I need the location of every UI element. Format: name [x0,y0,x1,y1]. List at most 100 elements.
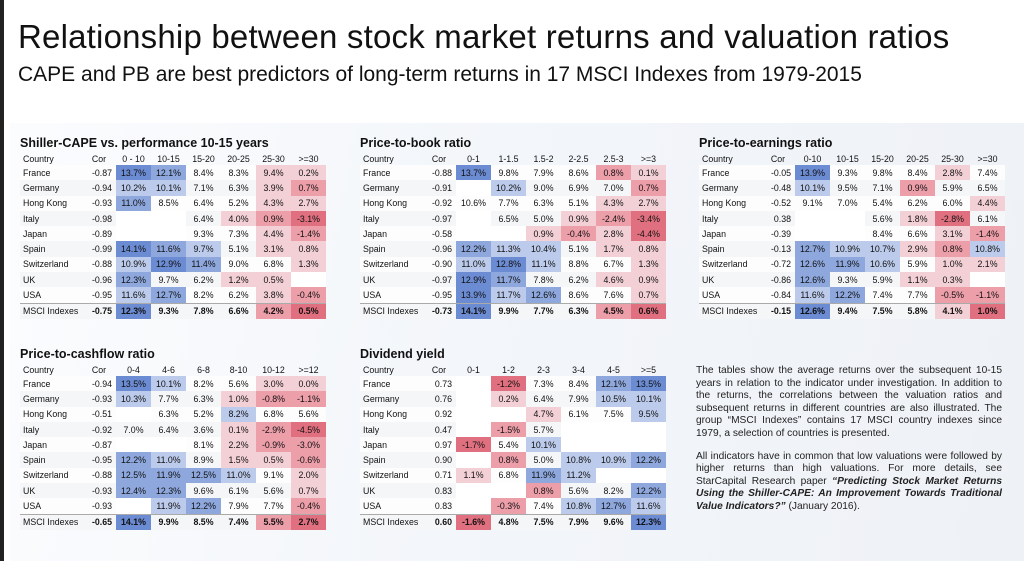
return-cell: -1.7% [456,437,491,453]
return-cell: 7.8% [526,272,561,288]
cape-table: Country Cor 0 - 10 10-15 15-20 20-25 25-30 >=30… [20,152,326,319]
return-cell [491,406,526,422]
return-cell: 4.3% [596,195,631,211]
return-cell: 7.9% [526,165,561,181]
return-cell: 12.5% [116,467,151,484]
country-cell: Germany [360,391,422,407]
return-cell: 7.1% [186,180,221,196]
return-cell: 7.0% [116,421,151,438]
note-reference-title: “Predicting Stock Market Returns Using t… [696,475,1002,512]
table-row: Italy -0.98 6.4% 4.0% 0.9% -3.1% [20,210,326,227]
return-cell: 10.9% [116,256,151,273]
return-cell: 3.1% [935,226,970,242]
return-cell: 12.6% [526,287,561,304]
column-header: Cor [431,153,447,164]
return-cell: 2.0% [291,467,326,484]
return-cell: 9.3% [830,272,865,288]
country-cell: France [20,165,82,181]
correlation-cell: 0.76 [422,391,456,407]
table-row: UK -0.96 12.3% 9.7% 6.2% 1.2% 0.5% [20,272,326,288]
country-cell: Japan [360,226,422,242]
return-cell [631,467,666,484]
note-paragraph-1: The tables show the average returns over… [696,365,1002,439]
return-cell: 9.1% [795,195,830,211]
content-area: Shiller-CAPE vs. performance 10-15 years… [10,123,1024,561]
table-row: Japan 0.97 -1.7% 5.4% 10.1% [360,437,666,453]
table-row: USA -0.84 11.6% 12.2% 7.4% 7.7% -0.5% -1.1% [699,287,1005,304]
return-cell: 8.2% [596,483,631,499]
return-cell: 1.1% [900,272,935,288]
return-cell: 2.1% [970,256,1005,273]
table-row: Hong Kong -0.52 9.1% 7.0% 5.4% 6.2% 6.0% 4.4% [699,195,1005,211]
column-header: 25-30 [941,153,964,164]
return-cell: 7.1% [865,180,900,196]
return-cell: 13.5% [631,376,666,392]
country-cell: Switzerland [699,256,761,273]
return-cell: 1.8% [900,210,935,227]
header-row: Country Cor 0-4 4-6 6-8 8-10 10-12 >=12 [20,363,326,376]
return-cell: 10.1% [526,437,561,453]
country-cell: UK [360,272,422,288]
return-cell: 1.3% [631,256,666,273]
table-row: Japan -0.87 8.1% 2.2% -0.9% -3.0% [20,437,326,453]
table-row: UK -0.86 12.6% 9.3% 5.9% 1.1% 0.3% [699,272,1005,288]
return-cell: 9.6% [596,513,631,530]
return-cell: 9.0% [526,180,561,196]
return-cell: 14.1% [116,513,151,530]
country-cell: MSCI Indexes [699,302,761,319]
correlation-cell: -0.94 [82,180,116,196]
country-cell: France [20,376,82,392]
return-cell: 8.3% [221,165,256,181]
return-cell: 12.6% [795,302,830,319]
return-cell [456,421,491,438]
return-cell: 10.2% [116,180,151,196]
correlation-cell: -0.88 [82,467,116,484]
table-row: Italy 0.47 -1.5% 5.7% [360,421,666,438]
country-cell: Switzerland [20,467,82,484]
column-header: 0-1 [467,364,480,375]
table-row: MSCI Indexes -0.65 14.1% 9.9% 8.5% 7.4% 5.5% 2.… [20,513,326,530]
column-header: >=3 [640,153,657,164]
panel-title: Price-to-cashflow ratio [20,347,155,361]
return-cell: 6.1% [561,406,596,422]
return-cell: 12.9% [456,272,491,288]
country-cell: France [360,165,422,181]
return-cell: 6.8% [491,467,526,484]
pcf-table-panel: Price-to-cashflow ratio Country Cor 0-4 4-6… [20,345,326,530]
return-cell [491,226,526,242]
return-cell: 12.5% [186,467,221,484]
return-cell: 6.4% [151,421,186,438]
return-cell: 8.4% [865,226,900,242]
return-cell: 11.3% [491,241,526,257]
return-cell: 11.6% [116,287,151,304]
note-p2-end: (January 2016). [785,500,860,512]
correlation-cell: -0.84 [761,287,795,304]
correlation-cell: 0.92 [422,406,456,422]
return-cell: 7.7% [491,195,526,211]
pb-table-panel: Price-to-book ratio Country Cor 0-1 1-1.5 1.… [360,134,666,319]
column-header: >=30 [298,153,319,164]
country-cell: Spain [360,241,422,257]
return-cell: 13.5% [116,376,151,392]
return-cell: 0.9% [526,226,561,242]
country-cell: Germany [360,180,422,196]
return-cell: 0.2% [491,391,526,407]
correlation-cell: -0.93 [82,391,116,407]
return-cell: 8.8% [561,256,596,273]
return-cell: 9.5% [830,180,865,196]
return-cell: 12.7% [795,241,830,257]
correlation-cell: -0.96 [82,272,116,288]
table-row: Switzerland -0.88 12.5% 11.9% 12.5% 11.0% 9.1%… [20,467,326,484]
return-cell: 0.9% [900,180,935,196]
correlation-cell: -0.96 [422,241,456,257]
country-cell: MSCI Indexes [20,513,82,530]
return-cell: 0.7% [291,180,326,196]
return-cell: 5.5% [256,513,291,530]
correlation-cell: 0.90 [422,452,456,468]
return-cell: 6.3% [151,406,186,422]
column-header: 2.5-3 [603,153,624,164]
return-cell: 7.3% [221,226,256,242]
correlation-cell: -0.95 [422,287,456,304]
return-cell: 7.4% [970,165,1005,181]
